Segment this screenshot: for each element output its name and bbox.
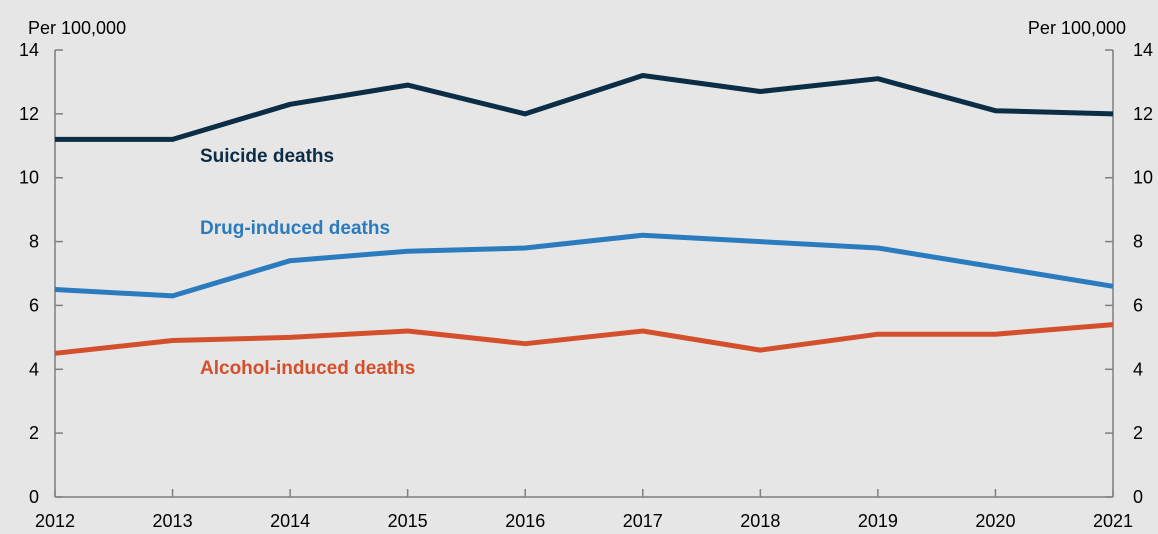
x-tick-label: 2014 <box>270 511 310 531</box>
right-y-tick-label: 14 <box>1133 40 1153 60</box>
x-tick-label: 2012 <box>35 511 75 531</box>
right-y-tick-label: 6 <box>1133 295 1143 315</box>
x-tick-label: 2018 <box>740 511 780 531</box>
series-lines <box>54 73 1114 356</box>
left-y-tick-label: 10 <box>19 168 39 188</box>
series-line-2 <box>54 232 1114 299</box>
left-axis-unit-label: Per 100,000 <box>28 18 126 38</box>
left-y-tick-label: 2 <box>29 423 39 443</box>
series-label-2: Drug-induced deaths <box>200 218 390 239</box>
right-y-tick-label: 12 <box>1133 104 1153 124</box>
x-tick-label: 2019 <box>858 511 898 531</box>
right-y-tick-label: 8 <box>1133 232 1143 252</box>
right-axis-unit-label: Per 100,000 <box>1028 18 1126 38</box>
right-y-tick-label: 2 <box>1133 423 1143 443</box>
series-line-1 <box>55 73 1114 142</box>
right-y-tick-label: 0 <box>1133 487 1143 507</box>
x-tick-label: 2016 <box>505 511 545 531</box>
right-y-tick-label: 4 <box>1133 359 1143 379</box>
left-y-tick-label: 4 <box>29 359 39 379</box>
x-tick-label: 2021 <box>1093 511 1133 531</box>
axes: 0 0 2 2 4 4 6 6 8 8 10 10 12 12 14 14 2012 2013 2014 2015 20… <box>19 40 1153 531</box>
left-y-tick-label: 14 <box>19 40 39 60</box>
series-line-3 <box>54 322 1114 356</box>
left-y-tick-label: 12 <box>19 104 39 124</box>
x-tick-label: 2020 <box>975 511 1015 531</box>
left-y-tick-label: 6 <box>29 295 39 315</box>
left-y-tick-label: 8 <box>29 232 39 252</box>
series-label-1: Suicide deaths <box>200 146 334 167</box>
series-label-3: Alcohol-induced deaths <box>200 358 415 379</box>
x-tick-label: 2013 <box>153 511 193 531</box>
x-tick-label: 2015 <box>388 511 428 531</box>
x-tick-label: 2017 <box>623 511 663 531</box>
left-y-tick-label: 0 <box>29 487 39 507</box>
right-y-tick-label: 10 <box>1133 168 1153 188</box>
series-labels: Suicide deaths Drug-induced deaths Alcohol… <box>200 146 415 379</box>
